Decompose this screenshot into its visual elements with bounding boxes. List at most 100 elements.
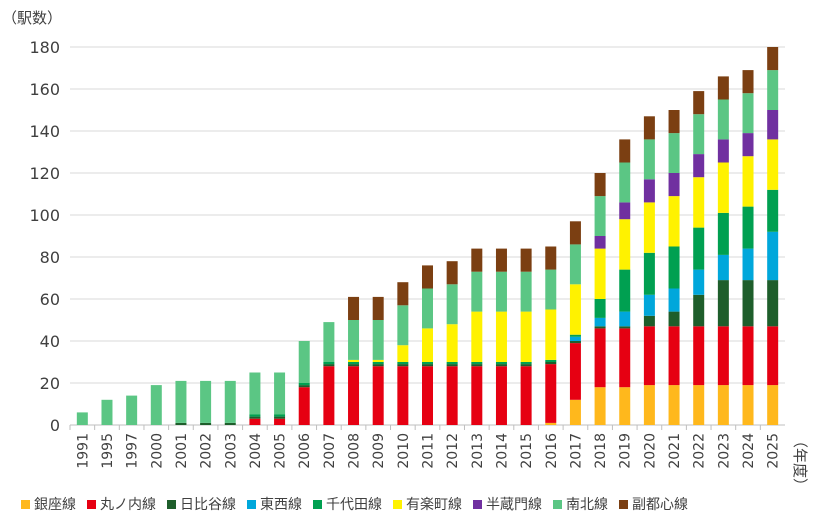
bar-segment-2025-東西線 [767, 231, 779, 281]
bar-segment-2012-有楽町線 [446, 324, 458, 362]
bar-segment-2017-東西線 [569, 336, 581, 341]
bar-segment-2022-南北線 [693, 114, 705, 155]
bar-segment-2014-南北線 [495, 271, 507, 312]
bar-segment-2025-千代田線 [767, 189, 779, 232]
bar-segment-2013-有楽町線 [471, 311, 483, 362]
bar-segment-2001-日比谷線 [175, 422, 187, 425]
bar-segment-2016-丸ノ内線 [545, 364, 557, 423]
bar-segment-2025-丸ノ内線 [767, 326, 779, 386]
bar-segment-2004-日比谷線 [249, 416, 261, 419]
bar-segment-2010-千代田線 [397, 362, 409, 365]
bar-segment-2022-半蔵門線 [693, 154, 705, 178]
y-tick-label: 160 [29, 80, 60, 99]
bar-segment-2006-南北線 [298, 341, 310, 383]
bar-segment-2003-南北線 [224, 380, 236, 423]
x-tick-label: 2002 [199, 433, 215, 469]
bar-segment-2012-千代田線 [446, 362, 458, 365]
bar-segment-2023-千代田線 [717, 212, 729, 255]
legend-swatch [167, 500, 176, 509]
bar-segment-2024-南北線 [742, 93, 754, 134]
bar-segment-2025-半蔵門線 [767, 110, 779, 140]
bar-segment-2006-千代田線 [298, 383, 310, 386]
bar-segment-2018-東西線 [594, 317, 606, 327]
legend-label: 半蔵門線 [486, 497, 542, 513]
y-tick-label: 140 [29, 122, 60, 141]
bar-segment-2021-副都心線 [668, 110, 680, 134]
legend-swatch [87, 500, 96, 509]
bar-segment-2011-千代田線 [422, 362, 433, 365]
bar-segment-2018-副都心線 [594, 173, 606, 197]
bar-segment-2013-副都心線 [471, 248, 483, 272]
legend: 銀座線 丸ノ内線 日比谷線 東西線 千代田線 有楽町線 半蔵門線 南北線 副都心線 [21, 497, 688, 513]
bar-segment-2021-有楽町線 [668, 196, 680, 247]
bar-segment-2003-日比谷線 [224, 422, 236, 425]
bar-segment-2023-銀座線 [717, 385, 729, 425]
bar-segment-2018-南北線 [594, 196, 606, 236]
bar-segment-2009-日比谷線 [372, 364, 384, 367]
x-tick-label: 1997 [125, 433, 141, 469]
bar-segment-2022-東西線 [693, 269, 705, 295]
bar-segment-2021-南北線 [668, 133, 680, 173]
bar-segment-2016-銀座線 [545, 422, 557, 425]
bar-segment-2016-南北線 [545, 269, 557, 310]
bar-segment-2012-副都心線 [446, 261, 458, 285]
x-axis-unit-label: （年度） [791, 433, 809, 493]
bar-segment-2019-銀座線 [619, 387, 631, 425]
bar-segment-2019-有楽町線 [619, 219, 631, 270]
legend-label: 日比谷線 [180, 497, 236, 513]
x-tick-label: 2023 [716, 433, 732, 469]
bar-segment-2010-丸ノ内線 [397, 366, 409, 425]
bar-segment-2014-副都心線 [495, 248, 507, 272]
y-axis-unit-label: （駅数） [2, 9, 62, 27]
x-tick-label: 2021 [667, 433, 683, 469]
x-tick-label: 2020 [642, 433, 658, 469]
x-tick-label: 2015 [519, 433, 535, 469]
x-tick-label: 2013 [470, 433, 486, 469]
legend-label: 南北線 [566, 497, 608, 513]
bar-segment-2018-千代田線 [594, 299, 606, 318]
bar-segment-2011-日比谷線 [422, 364, 433, 367]
bar-segment-2005-千代田線 [274, 414, 286, 417]
bar-segment-2018-丸ノ内線 [594, 328, 606, 388]
bar-segment-2008-日比谷線 [348, 364, 360, 367]
x-tick-label: 2006 [297, 433, 313, 469]
bar-segment-2013-日比谷線 [471, 364, 483, 367]
y-tick-label: 100 [29, 206, 60, 225]
bar-segment-2015-千代田線 [520, 362, 532, 365]
bar-segment-2008-南北線 [348, 320, 360, 360]
bar-segment-2021-東西線 [668, 288, 680, 312]
bar-segment-2001-南北線 [175, 380, 187, 423]
bar-segment-2025-有楽町線 [767, 139, 779, 190]
axes: 0 20 40 60 80 100 120 140 160 180 1991 1995 1997 2000… [29, 38, 809, 493]
legend-label: 有楽町線 [406, 497, 462, 513]
bar-segment-2013-千代田線 [471, 362, 483, 365]
bar-segment-2020-東西線 [643, 294, 655, 316]
bar-segment-2023-東西線 [717, 254, 729, 281]
bar-segment-2006-丸ノ内線 [298, 387, 310, 425]
bar-segment-2007-千代田線 [323, 362, 335, 365]
bar-segment-2002-南北線 [200, 380, 212, 423]
y-tick-label: 40 [40, 332, 60, 351]
y-tick-label: 180 [29, 38, 60, 57]
bar-segment-2022-副都心線 [693, 91, 705, 115]
bar-segment-2021-銀座線 [668, 385, 680, 425]
bar-segment-2025-銀座線 [767, 385, 779, 425]
bar-segment-2015-日比谷線 [520, 364, 532, 367]
bar-segment-1995-南北線 [101, 399, 113, 425]
bar-segment-2022-日比谷線 [693, 294, 705, 327]
bar-segment-2011-有楽町線 [422, 328, 433, 362]
x-tick-label: 2019 [618, 433, 634, 469]
bar-segment-2023-副都心線 [717, 76, 729, 100]
legend-label: 東西線 [260, 497, 302, 513]
bar-segment-2014-有楽町線 [495, 311, 507, 362]
x-tick-label: 2005 [273, 433, 289, 469]
legend-label: 副都心線 [632, 497, 688, 513]
bar-segment-2024-有楽町線 [742, 156, 754, 207]
legend-swatch [393, 500, 402, 509]
bar-segment-2019-東西線 [619, 311, 631, 327]
bar-segment-2010-日比谷線 [397, 364, 409, 367]
x-tick-label: 2025 [766, 433, 782, 469]
bar-segment-2008-丸ノ内線 [348, 366, 360, 425]
bar-segment-2016-千代田線 [545, 359, 557, 362]
